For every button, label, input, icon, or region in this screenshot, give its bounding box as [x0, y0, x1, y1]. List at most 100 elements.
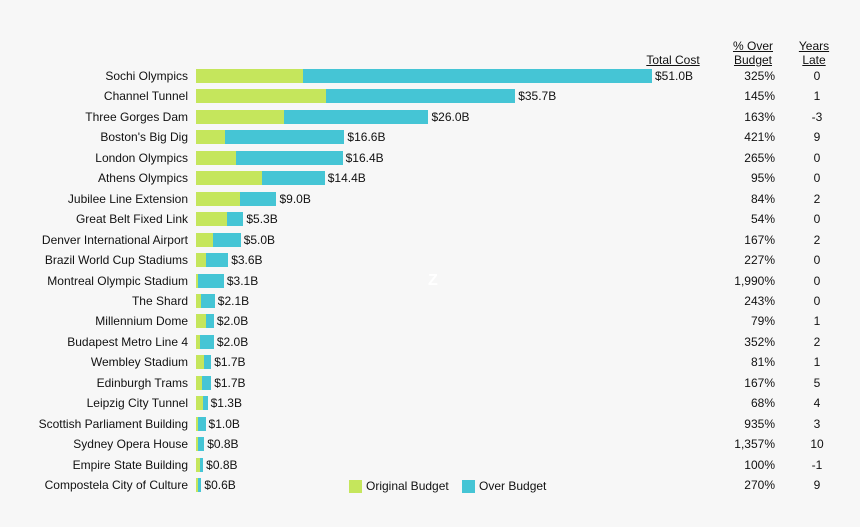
bar-original-budget: [196, 89, 327, 104]
category-label: Scottish Parliament Building: [38, 416, 188, 431]
bar-over-budget: [199, 334, 214, 349]
bar-original-budget: [196, 375, 202, 390]
years-late-value: -3: [811, 109, 823, 124]
bar-over-budget: [197, 416, 206, 431]
bar-original-budget: [196, 478, 198, 492]
total-cost-label: $5.3B: [246, 212, 278, 227]
bar-over-budget: [261, 171, 325, 186]
pct-over-value: 421%: [744, 130, 775, 145]
years-late-value: 10: [810, 437, 824, 452]
header-total-cost: Total Cost: [646, 53, 700, 67]
total-cost-label: $2.0B: [216, 334, 249, 349]
pct-over-value: 167%: [744, 375, 775, 390]
total-cost-label: $26.0B: [431, 109, 470, 124]
bar-over-budget: [204, 355, 212, 370]
pct-over-value: 352%: [744, 334, 775, 349]
total-cost-label: $9.0B: [279, 191, 311, 206]
years-late-value: 0: [813, 293, 821, 308]
bar-original-budget: [196, 191, 240, 206]
pct-over-value: 1,990%: [734, 273, 775, 288]
total-cost-label: $3.6B: [231, 253, 263, 268]
bar-original-budget: [196, 253, 206, 268]
bar-over-budget: [205, 253, 229, 268]
bar-over-budget: [326, 89, 516, 104]
category-label: Budapest Metro Line 4: [67, 334, 188, 349]
bar-original-budget: [196, 457, 200, 472]
years-late-value: 0: [813, 273, 821, 288]
total-cost-label: $3.1B: [226, 273, 259, 288]
bar-over-budget: [236, 150, 343, 165]
bar-original-budget: [196, 293, 202, 308]
pct-over-value: 163%: [744, 109, 775, 124]
years-late-value: 3: [813, 416, 821, 431]
years-late-value: 5: [813, 375, 821, 390]
years-late-value: 2: [813, 232, 821, 247]
bar-over-budget: [202, 396, 208, 411]
category-label: Edinburgh Trams: [96, 375, 188, 390]
legend-over: Over Budget: [462, 479, 546, 493]
bar-over-budget: [206, 314, 214, 329]
pct-over-value: 145%: [744, 89, 775, 104]
bar-original-budget: [196, 314, 206, 329]
years-late-value: 2: [813, 334, 821, 349]
category-label: Three Gorges Dam: [85, 109, 188, 124]
watermark: Z: [428, 272, 438, 289]
bar-over-budget: [201, 293, 215, 308]
years-late-value: -1: [811, 457, 823, 472]
total-cost-label: $1.3B: [210, 396, 242, 411]
total-cost-label: $16.6B: [347, 130, 386, 145]
years-late-value: 0: [813, 212, 821, 227]
legend-label-over: Over Budget: [479, 479, 547, 493]
bar-over-budget: [239, 191, 277, 206]
bar-over-budget: [284, 109, 429, 124]
legend-swatch-over: [462, 479, 475, 493]
bar-original-budget: [196, 232, 213, 247]
bar-original-budget: [196, 273, 198, 288]
total-cost-label: $1.7B: [214, 375, 246, 390]
pct-over-value: 68%: [750, 396, 775, 411]
bar-over-budget: [197, 478, 202, 492]
total-cost-label: $0.8B: [206, 457, 238, 472]
legend-swatch-original: [349, 479, 362, 493]
bar-original-budget: [196, 416, 198, 431]
legend-label-original: Original Budget: [366, 479, 449, 493]
years-late-value: 1: [813, 355, 821, 370]
category-label: London Olympics: [95, 150, 188, 165]
total-cost-label: $0.6B: [204, 478, 236, 492]
bar-over-budget: [224, 130, 345, 145]
category-label: Boston's Big Dig: [100, 130, 188, 145]
total-cost-label: $2.0B: [216, 314, 249, 329]
bar-original-budget: [196, 69, 304, 83]
category-label: Montreal Olympic Stadium: [47, 273, 188, 288]
category-label: Empire State Building: [72, 457, 188, 472]
category-label: Channel Tunnel: [103, 89, 188, 104]
category-label: Sochi Olympics: [105, 69, 188, 83]
category-label: The Shard: [131, 293, 188, 308]
bar-original-budget: [196, 212, 227, 227]
pct-over-value: 100%: [744, 457, 775, 472]
pct-over-value: 84%: [750, 191, 775, 206]
bar-original-budget: [196, 334, 200, 349]
total-cost-label: $1.7B: [214, 355, 246, 370]
years-late-value: 1: [813, 89, 821, 104]
bar-original-budget: [196, 130, 225, 145]
years-late-value: 9: [813, 478, 821, 492]
total-cost-label: $1.0B: [208, 416, 240, 431]
category-label: Leipzig City Tunnel: [86, 396, 188, 411]
category-label: Great Belt Fixed Link: [75, 212, 188, 227]
category-label: Jubilee Line Extension: [67, 191, 188, 206]
category-label: Wembley Stadium: [90, 355, 188, 370]
bar-original-budget: [196, 171, 262, 186]
years-late-value: 0: [813, 69, 821, 83]
bar-over-budget: [197, 273, 224, 288]
pct-over-value: 79%: [750, 314, 775, 329]
pct-over-value: 935%: [744, 416, 775, 431]
category-label: Brazil World Cup Stadiums: [44, 253, 188, 268]
pct-over-value: 95%: [750, 171, 775, 186]
years-late-value: 4: [813, 396, 821, 411]
bar-over-budget: [197, 437, 205, 452]
pct-over-value: 265%: [744, 150, 775, 165]
total-cost-label: $51.0B: [655, 69, 694, 83]
legend-original: Original Budget: [349, 479, 449, 493]
